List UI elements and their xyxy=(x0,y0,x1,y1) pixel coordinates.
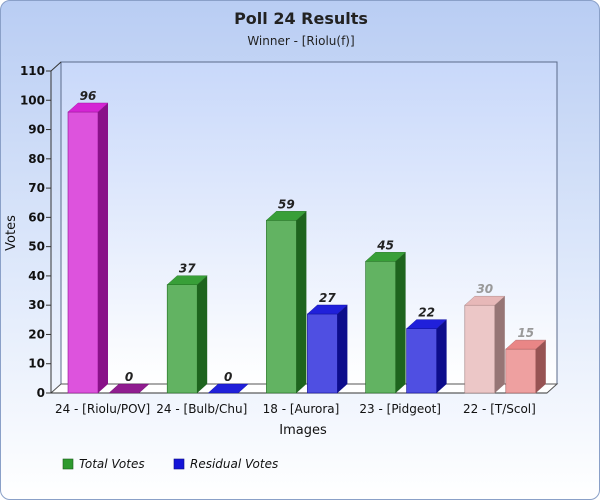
bar-front xyxy=(166,284,198,394)
x-axis-label: Images xyxy=(279,423,327,438)
legend-swatch xyxy=(62,458,74,470)
y-tick-label: 90 xyxy=(28,123,45,137)
bar-side xyxy=(436,319,447,393)
bar-front xyxy=(464,304,496,394)
bar-total xyxy=(265,211,307,394)
x-tick-label: 24 - [Riolu/POV] xyxy=(55,402,150,416)
bar-side xyxy=(98,102,108,394)
bar-top xyxy=(207,383,249,394)
x-tick-label: 24 - [Bulb/Chu] xyxy=(156,402,247,416)
bar-top xyxy=(108,383,150,394)
bar-top xyxy=(464,295,506,306)
bar-top xyxy=(166,275,208,285)
y-tick-label: 20 xyxy=(28,327,45,341)
bar-front xyxy=(365,260,396,394)
bar-total xyxy=(365,252,407,394)
bar-side xyxy=(296,211,307,393)
bar-residual xyxy=(505,339,547,394)
data-label: 96 xyxy=(80,89,97,103)
bar-front xyxy=(307,313,338,394)
data-label: 15 xyxy=(517,326,534,340)
data-label: 37 xyxy=(179,262,196,276)
chart-subtitle: Winner - [Riolu(f)] xyxy=(247,34,354,48)
bar-side xyxy=(535,340,546,393)
data-label: 27 xyxy=(319,291,336,305)
data-label: 0 xyxy=(224,370,232,384)
y-tick-label: 10 xyxy=(28,357,45,371)
bar-top xyxy=(365,252,407,262)
bar-residual xyxy=(406,319,448,394)
y-tick-label: 60 xyxy=(28,210,45,224)
legend-swatch xyxy=(173,458,185,470)
y-tick-label: 50 xyxy=(28,240,45,254)
bar-front xyxy=(266,219,297,394)
bar-top xyxy=(406,319,448,329)
chart-title: Poll 24 Results xyxy=(234,9,368,28)
y-tick-label: 0 xyxy=(37,386,45,400)
data-label: 22 xyxy=(418,306,435,320)
y-tick-label: 80 xyxy=(28,152,45,166)
bar-total xyxy=(464,295,506,394)
y-tick-label: 110 xyxy=(20,64,45,78)
bar-top xyxy=(67,102,109,113)
y-axis-top-edge xyxy=(50,61,62,72)
x-tick-label: 22 - [T/Scol] xyxy=(463,402,536,416)
legend: Total Votes Residual Votes xyxy=(62,457,278,471)
legend-entry: Residual Votes xyxy=(190,457,278,471)
y-tick-label: 70 xyxy=(28,181,45,195)
bar-top xyxy=(265,211,307,221)
bar-side xyxy=(494,296,505,393)
bar-top xyxy=(505,339,547,350)
data-label: 0 xyxy=(125,370,133,384)
x-tick-label: 18 - [Aurora] xyxy=(263,402,340,416)
bar-side xyxy=(395,252,406,393)
bar-total xyxy=(67,102,109,394)
data-label: 59 xyxy=(278,197,295,211)
bar-residual xyxy=(207,383,249,394)
bar-residual xyxy=(108,383,150,394)
bar-front xyxy=(505,348,537,394)
y-axis-label: Votes xyxy=(4,215,19,251)
y-tick-label: 40 xyxy=(28,269,45,283)
bar-residual xyxy=(306,304,348,394)
bar-front xyxy=(67,111,99,394)
data-label: 30 xyxy=(476,282,493,296)
bar-total xyxy=(166,275,208,394)
bar-side xyxy=(337,304,348,393)
legend-entry: Total Votes xyxy=(79,457,145,471)
bar-top xyxy=(306,304,348,315)
data-label: 45 xyxy=(376,238,394,252)
bar-front xyxy=(406,328,437,394)
x-tick-label: 23 - [Pidgeot] xyxy=(359,402,441,416)
y-tick-label: 30 xyxy=(28,298,45,312)
y-tick-label: 100 xyxy=(20,93,45,107)
bar-side xyxy=(197,275,208,393)
